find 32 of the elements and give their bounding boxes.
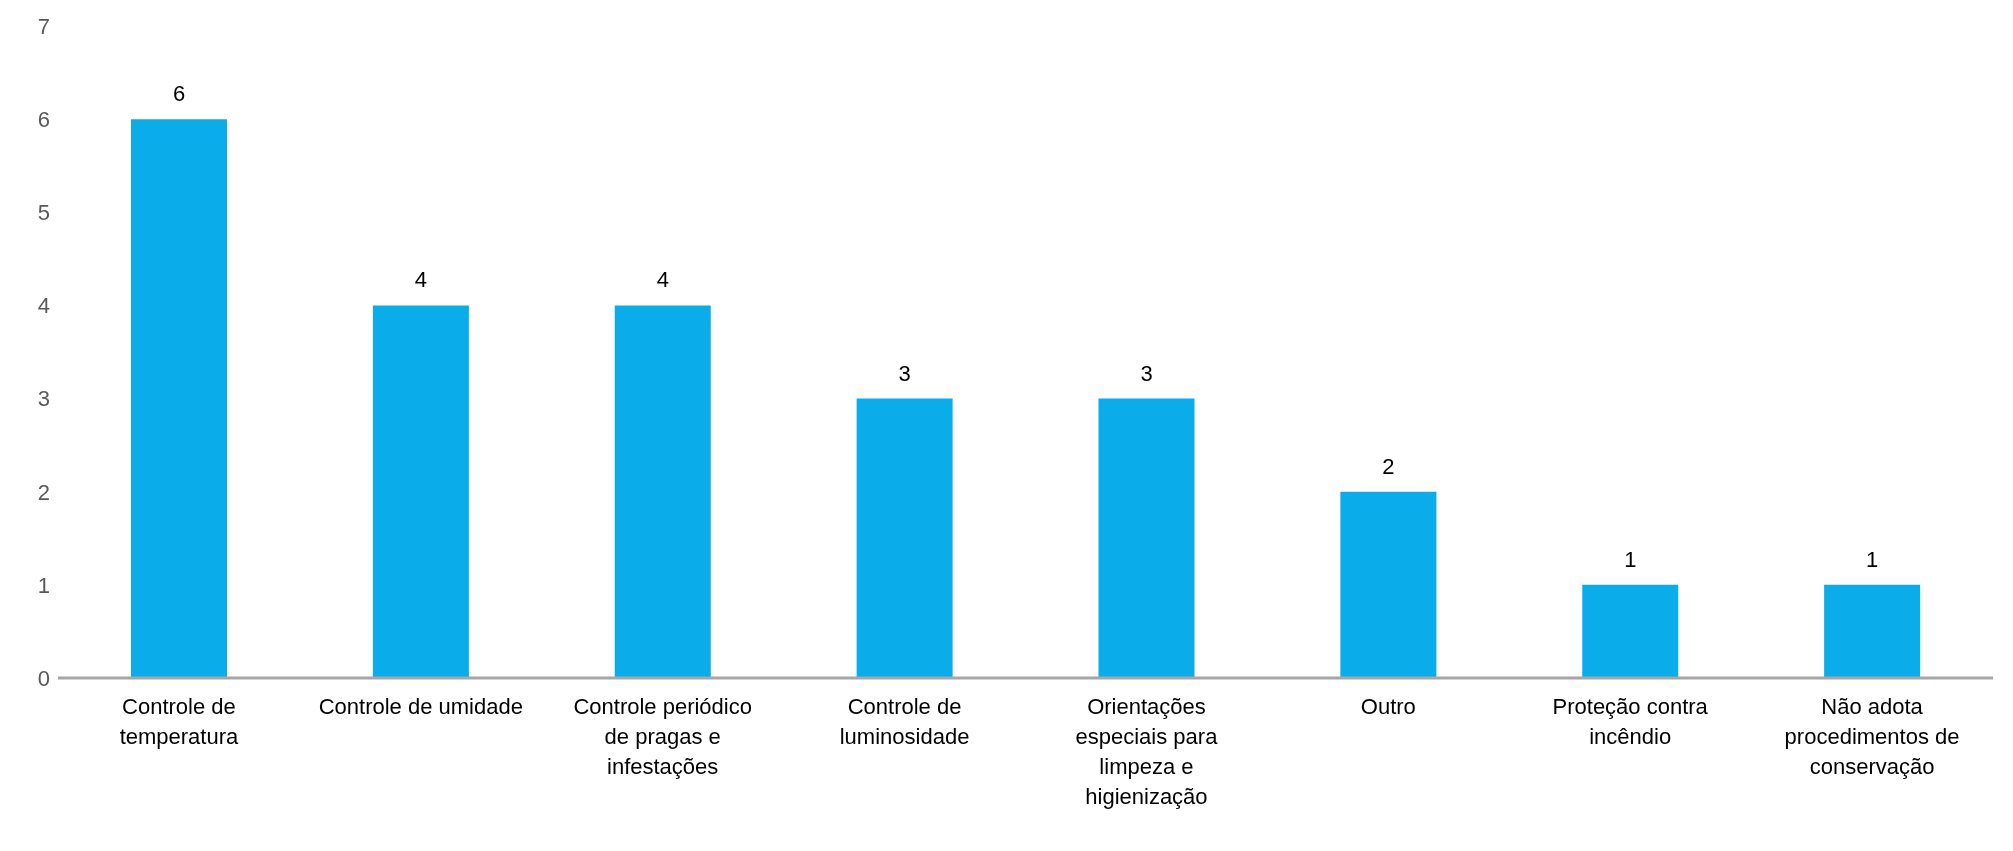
y-tick-label: 2 bbox=[37, 479, 50, 505]
data-label: 6 bbox=[172, 81, 186, 107]
bar bbox=[856, 398, 953, 678]
x-tick-label: Outro bbox=[1360, 693, 1416, 719]
data-label: 1 bbox=[1866, 546, 1879, 572]
y-tick-label: 1 bbox=[37, 572, 50, 598]
data-label: 4 bbox=[656, 267, 669, 293]
bar bbox=[1824, 584, 1921, 678]
bar bbox=[614, 305, 711, 678]
x-tick-label: Orientações especiais para limpeza e higienização bbox=[1075, 693, 1219, 809]
x-tick-label: Proteção contra incêndio bbox=[1552, 693, 1709, 749]
x-tick-label: Controle de umidade bbox=[318, 693, 523, 719]
data-label: 3 bbox=[898, 360, 911, 386]
bar bbox=[372, 305, 469, 678]
x-tick-label: Controle periódico de pragas e infestações bbox=[573, 693, 752, 779]
x-tick-label: Não adota procedimentos de conservação bbox=[1784, 693, 1960, 779]
bar bbox=[1098, 398, 1195, 678]
y-tick-label: 0 bbox=[37, 665, 50, 691]
x-tick-label: Controle de temperatura bbox=[119, 693, 239, 749]
data-label: 1 bbox=[1624, 546, 1637, 572]
bar bbox=[1582, 584, 1679, 678]
x-tick-label: Controle de luminosidade bbox=[839, 693, 970, 749]
data-label: 4 bbox=[414, 267, 427, 293]
data-label: 3 bbox=[1140, 360, 1153, 386]
y-tick-label: 7 bbox=[37, 13, 50, 39]
y-tick-label: 5 bbox=[37, 200, 50, 226]
y-tick-label: 4 bbox=[37, 293, 50, 319]
y-tick-label: 3 bbox=[37, 386, 50, 412]
bar bbox=[1340, 491, 1437, 678]
y-tick-label: 6 bbox=[37, 106, 50, 132]
bar bbox=[131, 119, 227, 678]
data-label: 2 bbox=[1382, 453, 1395, 479]
